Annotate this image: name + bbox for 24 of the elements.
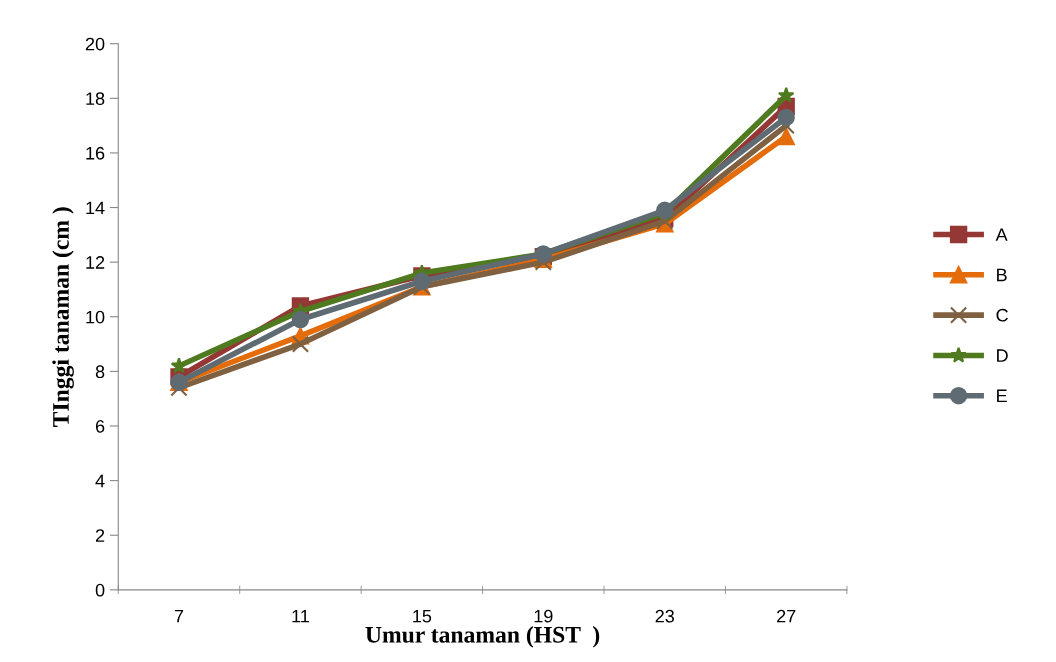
y-tick-label: 6 <box>95 419 105 433</box>
y-tick-label: 12 <box>86 256 105 269</box>
x-tick-label: 7 <box>174 609 184 623</box>
y-tick-label: 4 <box>95 474 105 488</box>
x-axis-title: Umur tanaman (HST ) <box>365 626 600 648</box>
x-tick-label: 11 <box>292 609 309 623</box>
y-tick-label: 10 <box>86 310 105 324</box>
x-tick-label: 23 <box>655 609 674 623</box>
legend-label: A <box>995 228 1008 241</box>
y-tick-label: 0 <box>95 583 105 597</box>
y-tick-label: 8 <box>95 365 105 379</box>
y-tick-label: 14 <box>86 201 105 215</box>
y-tick-label: 2 <box>95 529 105 542</box>
legend-label: C <box>996 308 1008 322</box>
x-tick-label: 15 <box>413 609 432 623</box>
y-tick-label: 16 <box>86 146 105 160</box>
legend-label: D <box>997 349 1008 362</box>
y-tick-label: 18 <box>86 92 105 106</box>
x-tick-label: 27 <box>777 609 796 623</box>
x-tick-label: 19 <box>534 609 553 623</box>
legend-label: B <box>997 268 1007 282</box>
y-axis-title: TInggi tanaman (cm ) <box>52 207 74 427</box>
legend-label: E <box>997 389 1007 403</box>
y-tick-label: 20 <box>85 37 105 51</box>
